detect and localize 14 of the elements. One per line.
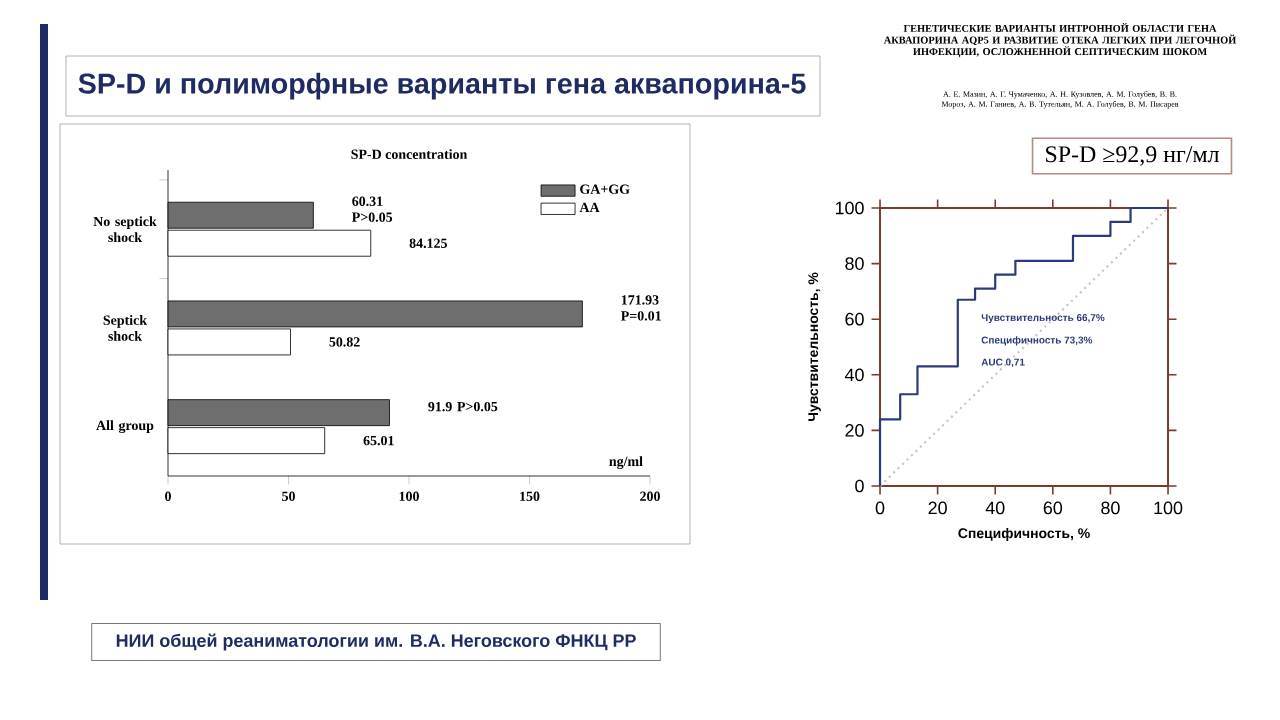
y-tick-label: 20 — [845, 424, 864, 437]
x-tick-label: 80 — [1101, 501, 1120, 515]
x-tick-label: 0 — [875, 501, 885, 515]
x-tick-label: 40 — [985, 501, 1005, 515]
text: SP-D и полиморфные варианты гена аквапорина-5 — [78, 72, 806, 100]
y-tick-label: 60 — [845, 312, 864, 326]
y-tick-label: 80 — [845, 257, 864, 270]
chart-title: SP-D ≥92,9 нг/мл — [1046, 146, 1219, 166]
y-tick-label: 100 — [835, 201, 864, 215]
y-tick-label: 40 — [844, 368, 864, 382]
x-tick-label: 20 — [928, 501, 947, 515]
x-tick-label: 100 — [1154, 501, 1183, 515]
text: НИИ общей реаниматологии им. В.А. Неговского ФНКЦ РР — [116, 633, 636, 651]
x-tick-label: 60 — [1043, 501, 1063, 515]
